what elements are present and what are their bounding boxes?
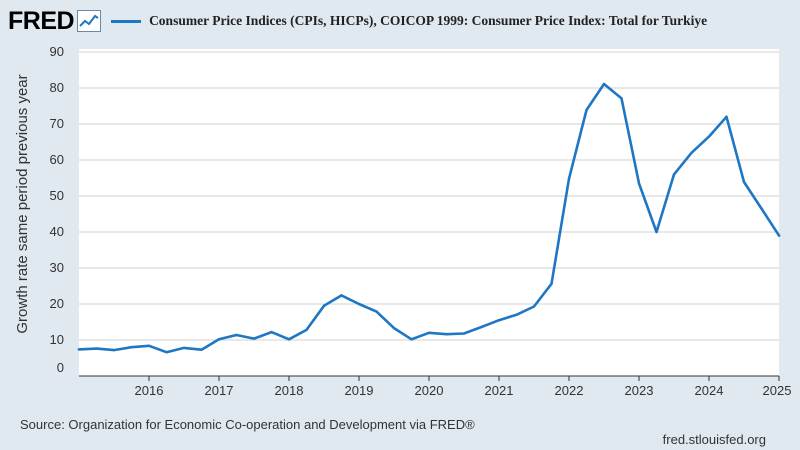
y-tick-label: 90 bbox=[50, 44, 64, 59]
data-point bbox=[567, 177, 571, 180]
data-point bbox=[707, 135, 711, 138]
x-tick-label: 2016 bbox=[135, 383, 164, 398]
data-point bbox=[287, 338, 291, 341]
data-point bbox=[112, 348, 116, 352]
data-point bbox=[410, 338, 413, 341]
data-point bbox=[742, 180, 746, 184]
data-point bbox=[445, 333, 448, 336]
data-point bbox=[165, 351, 168, 354]
legend-label: Consumer Price Indices (CPIs, HICPs), CO… bbox=[149, 13, 708, 28]
y-tick-label: 40 bbox=[50, 224, 64, 239]
x-tick-label: 2025 bbox=[763, 383, 792, 398]
y-tick-label: 70 bbox=[50, 116, 64, 131]
y-tick-label: 50 bbox=[50, 188, 64, 203]
data-point bbox=[690, 151, 693, 154]
y-tick-label: 0 bbox=[57, 360, 64, 375]
x-tick-label: 2020 bbox=[415, 383, 444, 398]
data-point bbox=[270, 330, 273, 334]
data-point bbox=[725, 115, 728, 119]
data-point bbox=[182, 346, 186, 350]
data-point bbox=[602, 82, 606, 86]
x-tick-label: 2018 bbox=[275, 383, 304, 398]
data-point bbox=[672, 173, 676, 176]
source-note: Source: Organization for Economic Co-ope… bbox=[20, 417, 475, 432]
plot-area bbox=[79, 49, 779, 376]
y-tick-label: 80 bbox=[50, 80, 64, 95]
data-point bbox=[655, 230, 658, 234]
fred-url[interactable]: fred.stlouisfed.org bbox=[662, 432, 766, 447]
data-point bbox=[252, 337, 256, 340]
y-axis-label: Growth rate same period previous year bbox=[14, 74, 31, 333]
data-point bbox=[77, 348, 81, 351]
data-point bbox=[200, 348, 203, 351]
data-point bbox=[375, 310, 378, 313]
data-point bbox=[235, 333, 238, 337]
x-tick-label: 2022 bbox=[555, 383, 584, 398]
data-point bbox=[480, 325, 483, 329]
data-point bbox=[305, 328, 308, 332]
data-point bbox=[497, 319, 501, 322]
data-point bbox=[217, 338, 221, 341]
data-point bbox=[462, 332, 466, 335]
y-tick-label: 20 bbox=[50, 296, 64, 311]
data-point bbox=[340, 294, 343, 297]
data-point bbox=[550, 282, 553, 286]
data-point bbox=[585, 108, 588, 112]
data-point bbox=[322, 304, 326, 307]
data-point bbox=[532, 305, 536, 308]
y-tick-label: 60 bbox=[50, 152, 64, 167]
data-point bbox=[427, 331, 431, 334]
legend-swatch bbox=[111, 19, 142, 23]
y-tick-label: 30 bbox=[50, 260, 64, 275]
x-tick-label: 2023 bbox=[625, 383, 654, 398]
data-point bbox=[637, 182, 641, 185]
x-tick-label: 2019 bbox=[345, 383, 374, 398]
data-point bbox=[130, 346, 133, 349]
x-tick-label: 2021 bbox=[485, 383, 514, 398]
data-point bbox=[620, 97, 623, 100]
y-tick-label: 10 bbox=[50, 332, 64, 347]
x-tick-label: 2017 bbox=[205, 383, 234, 398]
data-point bbox=[95, 347, 98, 350]
fred-logo[interactable]: FRED bbox=[8, 6, 75, 35]
line-chart-icon bbox=[77, 10, 102, 32]
data-point bbox=[777, 234, 781, 237]
x-tick-label: 2024 bbox=[695, 383, 724, 398]
data-point bbox=[392, 326, 396, 330]
chart-header: FRED Consumer Price Indices (CPIs, HICPs… bbox=[8, 6, 707, 36]
data-point bbox=[357, 302, 361, 306]
data-point bbox=[515, 313, 518, 316]
data-point bbox=[147, 344, 151, 347]
data-point bbox=[760, 207, 763, 210]
